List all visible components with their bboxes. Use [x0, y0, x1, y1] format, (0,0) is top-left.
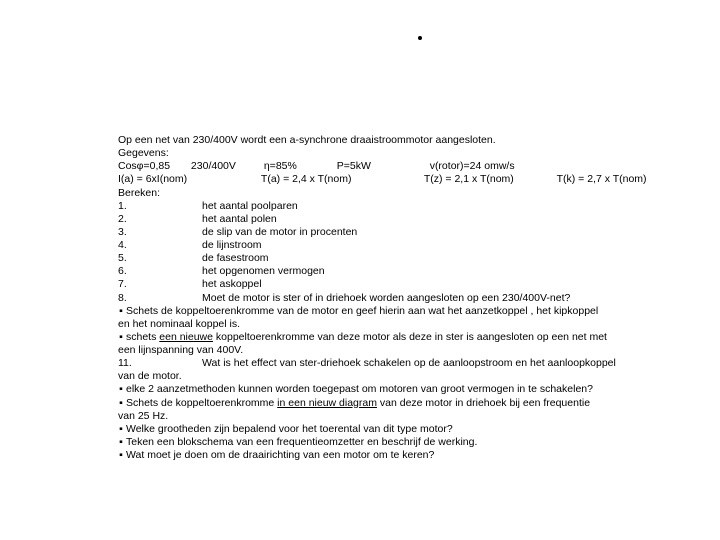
- item-text: het opgenomen vermogen: [202, 265, 325, 278]
- document-body: Op een net van 230/400V wordt een a-sync…: [118, 134, 678, 462]
- bullet-line: ▪Schets de koppeltoerenkromme in een nie…: [118, 397, 678, 410]
- item-number: 8.: [118, 292, 202, 305]
- bullet-line: ▪Schets de koppeltoerenkromme van de mot…: [118, 305, 678, 318]
- item-number: 5.: [118, 252, 202, 265]
- list-item: 8. Moet de motor is ster of in driehoek …: [118, 292, 678, 305]
- bullet-line: ▪Welke grootheden zijn bepalend voor het…: [118, 423, 678, 436]
- item-number: 4.: [118, 239, 202, 252]
- bullet-line: ▪Teken een blokschema van een frequentie…: [118, 436, 678, 449]
- bullet-text: Wat moet je doen om de draairichting van…: [126, 449, 434, 461]
- bullet-text-post: koppeltoerenkromme van deze motor als de…: [213, 331, 607, 343]
- list-item: 5. de fasestroom: [118, 252, 678, 265]
- bullet-text-pre: Schets de koppeltoerenkromme: [126, 397, 277, 409]
- item-text: Moet de motor is ster of in driehoek wor…: [202, 292, 570, 305]
- intro-line-2: Gegevens:: [118, 147, 678, 160]
- power-value: P=5kW: [337, 160, 427, 173]
- bullet-text-underline: in een nieuw diagram: [277, 397, 377, 409]
- voltage-value: 230/400V: [191, 160, 261, 173]
- list-item-11: 11. Wat is het effect van ster-driehoek …: [118, 357, 678, 370]
- ia-value: I(a) = 6xI(nom): [118, 173, 258, 186]
- intro-line-3: Cosφ=0,85 230/400V η=85% P=5kW v(rotor)=…: [118, 160, 678, 173]
- item-11-cont: van de motor.: [118, 370, 678, 383]
- list-item: 4. de lijnstroom: [118, 239, 678, 252]
- item-number: 6.: [118, 265, 202, 278]
- bullet-cont: een lijnspanning van 400V.: [118, 344, 678, 357]
- item-text: de fasestroom: [202, 252, 269, 265]
- bullet-icon: ▪: [118, 397, 124, 410]
- bullet-icon: ▪: [118, 449, 124, 462]
- intro-line-4: I(a) = 6xI(nom) T(a) = 2,4 x T(nom) T(z)…: [118, 173, 678, 186]
- item-text: Wat is het effect van ster-driehoek scha…: [202, 357, 616, 370]
- bullet-cont: van 25 Hz.: [118, 410, 678, 423]
- item-text: het aantal poolparen: [202, 200, 298, 213]
- bullet-text-pre: schets: [126, 331, 159, 343]
- list-item: 7. het askoppel: [118, 278, 678, 291]
- item-number: 1.: [118, 200, 202, 213]
- item-number: 3.: [118, 226, 202, 239]
- item-text: het aantal polen: [202, 213, 277, 226]
- list-item: 3. de slip van de motor in procenten: [118, 226, 678, 239]
- bullet-line: ▪Wat moet je doen om de draairichting va…: [118, 449, 678, 462]
- list-item: 1. het aantal poolparen: [118, 200, 678, 213]
- bullet-icon: ▪: [118, 305, 124, 318]
- item-number: 7.: [118, 278, 202, 291]
- bullet-icon: ▪: [118, 331, 124, 344]
- list-item: 2. het aantal polen: [118, 213, 678, 226]
- bullet-text-underline: een nieuwe: [159, 331, 213, 343]
- ta-value: T(a) = 2,4 x T(nom): [261, 173, 421, 186]
- bullet-line: ▪schets een nieuwe koppeltoerenkromme va…: [118, 331, 678, 344]
- item-number: 11.: [118, 357, 202, 370]
- bullet-icon: ▪: [118, 423, 124, 436]
- bullet-cont: en het nominaal koppel is.: [118, 318, 678, 331]
- item-text: de lijnstroom: [202, 239, 262, 252]
- bullet-icon: ▪: [118, 436, 124, 449]
- item-text: de slip van de motor in procenten: [202, 226, 357, 239]
- bullet-line: ▪elke 2 aanzetmethoden kunnen worden toe…: [118, 383, 678, 396]
- intro-line-1: Op een net van 230/400V wordt een a-sync…: [118, 134, 678, 147]
- tz-value: T(z) = 2,1 x T(nom): [424, 173, 554, 186]
- bullet-text: elke 2 aanzetmethoden kunnen worden toeg…: [126, 383, 593, 395]
- item-text: het askoppel: [202, 278, 262, 291]
- bullet-text: Teken een blokschema van een frequentieo…: [126, 436, 477, 448]
- cos-value: Cosφ=0,85: [118, 160, 188, 173]
- vrotor-value: v(rotor)=24 omw/s: [430, 160, 515, 172]
- bullet-text-post: van deze motor in driehoek bij een frequ…: [377, 397, 590, 409]
- eta-value: η=85%: [264, 160, 334, 173]
- bullet-icon: ▪: [118, 383, 124, 396]
- item-number: 2.: [118, 213, 202, 226]
- intro-line-5: Bereken:: [118, 187, 678, 200]
- bullet-text: Welke grootheden zijn bepalend voor het …: [126, 423, 453, 435]
- bullet-text: Schets de koppeltoerenkromme van de moto…: [126, 305, 598, 317]
- list-item: 6. het opgenomen vermogen: [118, 265, 678, 278]
- top-bullet-dot: [418, 36, 422, 40]
- tk-value: T(k) = 2,7 x T(nom): [557, 173, 647, 185]
